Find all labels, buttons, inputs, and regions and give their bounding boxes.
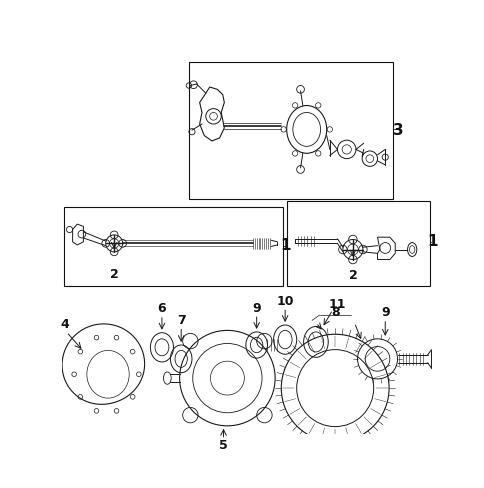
Text: 1: 1 xyxy=(280,238,290,253)
Text: 6: 6 xyxy=(157,302,166,315)
Bar xyxy=(64,207,282,285)
Text: 11: 11 xyxy=(328,299,346,311)
Text: 4: 4 xyxy=(60,319,69,331)
Text: 1: 1 xyxy=(426,234,437,249)
Text: 9: 9 xyxy=(252,302,260,315)
Text: 5: 5 xyxy=(219,439,227,452)
Text: 8: 8 xyxy=(330,306,339,319)
Text: 9: 9 xyxy=(380,306,389,319)
Bar xyxy=(188,62,392,199)
Text: 2: 2 xyxy=(109,267,118,281)
Text: 10: 10 xyxy=(276,295,293,307)
Text: 3: 3 xyxy=(392,122,403,138)
Text: 7: 7 xyxy=(177,314,185,327)
Text: 2: 2 xyxy=(348,269,357,282)
Bar xyxy=(287,201,429,285)
